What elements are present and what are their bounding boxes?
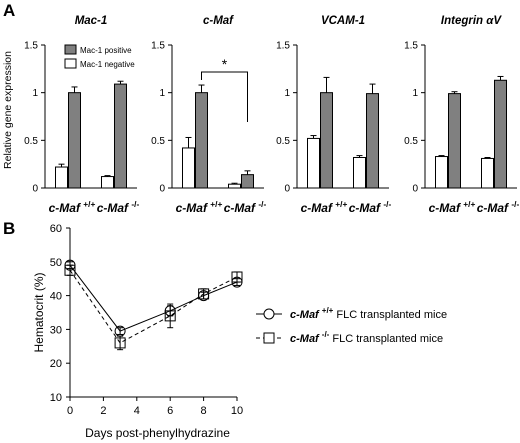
bar [448,93,461,189]
y-tick-label: 50 [50,257,62,269]
x-tick-label: c-Maf +/+ [429,199,476,215]
x-axis-label: Days post-phenylhydrazine [85,426,230,440]
bar [366,93,379,189]
legend-label: c-Maf -/- FLC transplanted mice [290,330,443,345]
bar [320,92,333,189]
y-tick-label: 1.5 [404,41,418,52]
panel-a-label: A [3,1,15,20]
bar [435,156,448,189]
bar-chart-4: Integrin αV 0 0.5 1 1.5 c-Maf +/+ c-Maf -/- [404,15,519,215]
legend-marker [263,332,275,344]
significance-star: * [222,56,228,72]
legend-label: c-Maf +/+ FLC transplanted mice [290,306,447,321]
x-tick-label: 8 [201,405,207,417]
y-tick-label: 10 [50,392,62,404]
x-tick-label: c-Maf +/+ [176,199,223,215]
y-tick-label: 1 [159,88,165,99]
bar [195,92,208,189]
y-tick-label: 1.5 [151,41,165,52]
y-tick-label: 1 [284,88,290,99]
chart-title: Mac-1 [75,15,108,27]
y-tick-label: 1 [32,88,38,99]
legend-label: Mac-1 positive [80,46,132,55]
series-line [69,264,238,332]
x-tick-label: 6 [167,405,173,417]
y-tick-label: 0.5 [404,136,418,147]
x-tick-label: c-Maf +/+ [301,199,348,215]
y-tick-label: 1 [412,88,418,99]
panel-b-label: B [3,219,15,238]
bar [55,166,68,189]
x-tick-label: 10 [231,405,243,417]
x-tick-label: c-Maf -/- [224,199,267,215]
bar [494,79,507,189]
x-tick-label: 0 [67,405,73,417]
data-point [231,271,243,283]
y-tick-label: 0 [284,184,290,195]
bar [307,137,320,189]
legend-marker [263,308,275,320]
x-tick-label: 4 [134,405,140,417]
chart-title: c-Maf [203,15,234,27]
y-tick-label: 1.5 [276,41,290,52]
y-tick-label: 40 [50,291,62,303]
x-tick-label: c-Maf -/- [349,199,392,215]
y-tick-label: 0.5 [276,136,290,147]
bar-chart-2: c-Maf 0 0.5 1 1.5 c-Maf +/+ c-Maf -/- * [151,15,266,215]
x-tick-label: c-Maf -/- [477,199,520,215]
chart-title: VCAM-1 [321,15,365,27]
y-tick-label: 0 [32,184,38,195]
legend-swatch [64,44,77,55]
chart-title: Integrin αV [441,15,502,27]
y-tick-label: 0 [159,184,165,195]
data-point [164,310,176,322]
bar [241,174,254,189]
y-tick-label: 60 [50,223,62,235]
y-tick-label: 30 [50,324,62,336]
legend: Mac-1 positive Mac-1 negative [64,44,135,69]
bar-chart-1: Mac-1 0 0.5 1 1.5 c-Maf +/+ c-Maf -/- Mac-1 pos… [24,15,139,215]
bar-chart-3: VCAM-1 0 0.5 1 1.5 c-Maf +/+ c-Maf -/- [276,15,391,215]
y-tick-label: 0.5 [151,136,165,147]
bar [101,176,114,189]
y-tick-label: 0.5 [24,136,38,147]
data-point [64,264,76,276]
bar [228,183,241,189]
legend-swatch [64,58,77,69]
bar [68,92,81,189]
bar [353,156,366,189]
legend: c-Maf +/+ FLC transplanted mice c-Maf -/-… [256,306,447,345]
bar [114,83,127,189]
y-axis-label: Hematocrit (%) [32,272,46,352]
significance-bracket [201,71,248,122]
bar [481,157,494,189]
y-tick-label: 20 [50,358,62,370]
y-axis-label-a: Relative gene expression [2,51,14,169]
x-tick-label: 2 [100,405,106,417]
data-point [198,288,210,300]
bar [182,147,195,189]
y-tick-label: 0 [412,184,418,195]
legend-label: Mac-1 negative [80,60,135,69]
x-tick-label: c-Maf +/+ [49,199,96,215]
bar-chart-panels: Mac-100.511.5c-Maf +/+ c-Maf -/-Mac-1 pos… [24,15,519,215]
data-point [114,337,126,349]
y-tick-label: 1.5 [24,41,38,52]
x-tick-label: c-Maf -/- [97,199,140,215]
series-line [69,269,238,344]
